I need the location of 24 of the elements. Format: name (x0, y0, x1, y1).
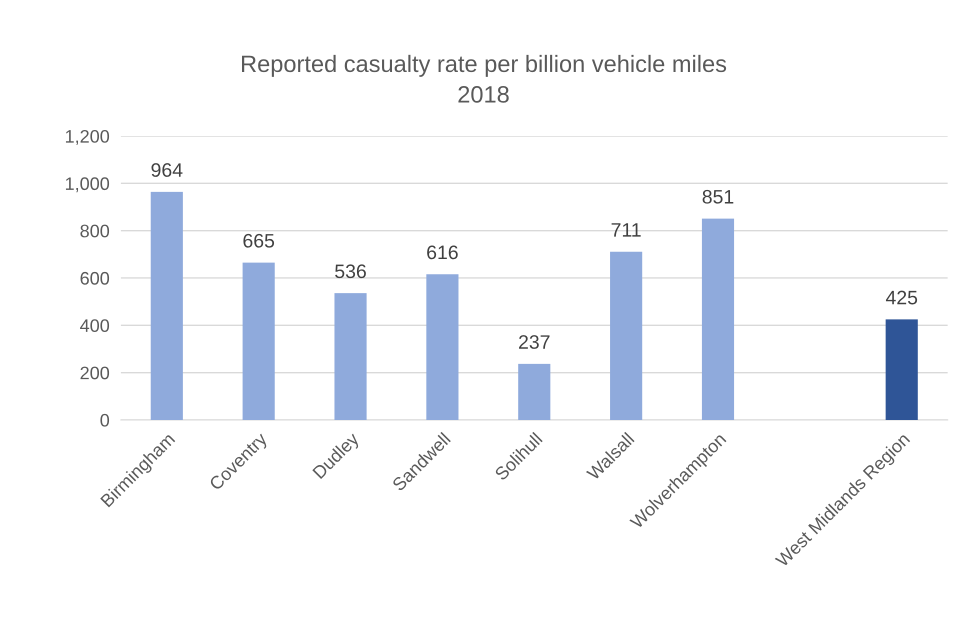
data-label: 851 (702, 190, 734, 204)
bar (150, 192, 183, 420)
data-label: 237 (519, 335, 550, 349)
data-label: 964 (152, 163, 182, 177)
bar (610, 252, 642, 420)
chart-title: Reported casualty rate per billion vehicle miles 2018 (242, 54, 726, 103)
y-tick-label: 1,200 (66, 130, 110, 145)
y-tick-label: 400 (80, 319, 110, 332)
bar (242, 262, 275, 420)
data-label: 665 (243, 234, 274, 248)
data-label: 711 (612, 223, 641, 237)
y-tick-label: 800 (80, 224, 110, 238)
bar (518, 364, 550, 420)
bar (702, 218, 734, 420)
y-tick-label: 200 (80, 366, 110, 380)
bar (334, 293, 367, 420)
y-tick-label: 600 (80, 272, 110, 285)
bar (886, 319, 918, 420)
data-label: 616 (427, 245, 458, 260)
y-tick-label: 0 (100, 414, 110, 427)
y-tick-label: 1,000 (66, 177, 110, 192)
bar (426, 274, 458, 420)
data-label: 536 (335, 264, 366, 278)
data-label: 425 (886, 290, 918, 304)
